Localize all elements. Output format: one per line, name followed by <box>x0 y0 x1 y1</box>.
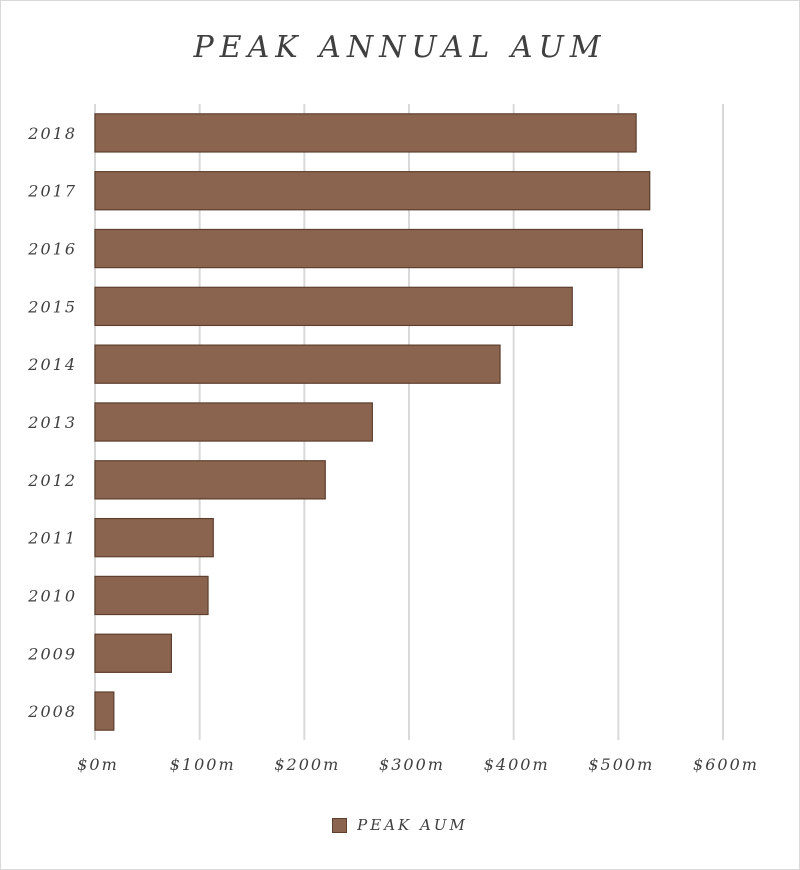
x-tick-label: $0m <box>77 755 119 774</box>
legend: PEAK AUM <box>0 816 800 834</box>
bar-2017 <box>94 171 651 211</box>
bar-2011 <box>94 517 214 558</box>
x-tick-label: $200m <box>274 755 340 774</box>
bar-2014 <box>94 344 501 384</box>
x-tick-label: $500m <box>588 755 654 774</box>
y-tick-label: 2014 <box>27 355 77 374</box>
bar-2012 <box>94 460 326 500</box>
y-tick-label: 2018 <box>27 124 77 143</box>
bar-2015 <box>94 286 573 327</box>
x-tick-label: $600m <box>693 755 759 774</box>
x-tick-label: $100m <box>170 755 236 774</box>
y-tick-label: 2010 <box>27 586 77 605</box>
y-tick-label: 2016 <box>27 240 77 259</box>
x-tick-label: $300m <box>379 755 445 774</box>
bar-2016 <box>94 228 644 269</box>
legend-swatch <box>332 817 348 833</box>
y-tick-label: 2008 <box>27 702 77 721</box>
y-tick-label: 2011 <box>27 529 77 548</box>
y-tick-label: 2017 <box>27 182 77 201</box>
bar-2013 <box>94 402 373 442</box>
bar-2010 <box>94 575 209 616</box>
y-tick-label: 2013 <box>27 413 77 432</box>
chart-title: PEAK ANNUAL AUM <box>193 30 607 65</box>
y-tick-label: 2009 <box>27 644 77 663</box>
bar-2009 <box>94 633 173 673</box>
y-tick-label: 2012 <box>27 471 77 490</box>
y-tick-label: 2015 <box>27 297 77 316</box>
bar-2018 <box>94 113 637 153</box>
legend-label: PEAK AUM <box>357 816 468 834</box>
bar-2008 <box>94 691 115 731</box>
x-tick-label: $400m <box>484 755 550 774</box>
